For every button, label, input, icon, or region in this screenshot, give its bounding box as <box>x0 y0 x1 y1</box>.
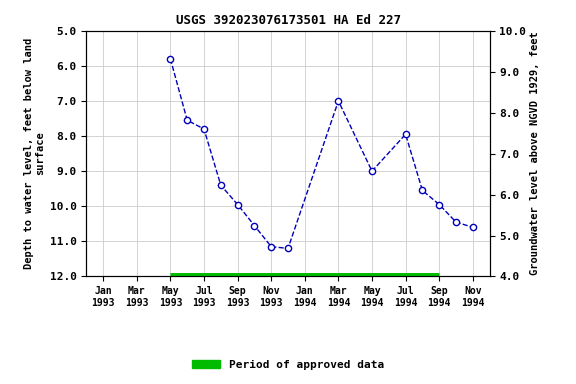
Y-axis label: Groundwater level above NGVD 1929, feet: Groundwater level above NGVD 1929, feet <box>530 32 540 275</box>
Legend: Period of approved data: Period of approved data <box>188 356 388 375</box>
Title: USGS 392023076173501 HA Ed 227: USGS 392023076173501 HA Ed 227 <box>176 14 400 27</box>
Y-axis label: Depth to water level, feet below land
surface: Depth to water level, feet below land su… <box>24 38 46 269</box>
